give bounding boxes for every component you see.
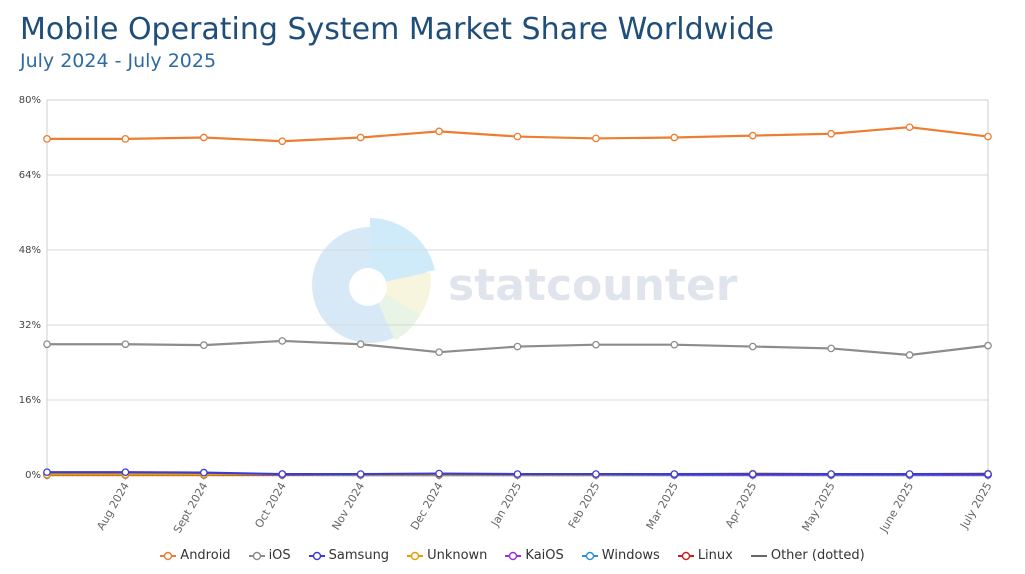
x-tick-label: Mar 2025 xyxy=(644,480,681,532)
legend-label: Other (dotted) xyxy=(770,548,865,563)
x-tick-label: May 2025 xyxy=(799,480,837,533)
legend-item-samsung[interactable]: Samsung xyxy=(308,548,390,563)
legend-marker-icon xyxy=(505,551,522,560)
grid-lines xyxy=(47,174,988,401)
data-point-android xyxy=(513,132,522,141)
data-point-samsung xyxy=(905,470,914,478)
data-point-ios xyxy=(748,342,757,351)
legend-item-other-dotted[interactable]: Other (dotted) xyxy=(750,548,865,563)
data-point-samsung xyxy=(356,470,365,478)
data-point-ios xyxy=(827,344,836,353)
legend-label: KaiOS xyxy=(525,548,564,563)
x-tick-label: Sept 2024 xyxy=(171,480,211,535)
data-point-android xyxy=(984,132,992,141)
data-point-samsung xyxy=(278,470,287,478)
chart-title: Mobile Operating System Market Share Wor… xyxy=(20,12,774,47)
legend-marker-icon xyxy=(581,551,598,560)
data-point-ios xyxy=(670,340,679,349)
legend-label: Samsung xyxy=(328,548,390,563)
y-tick-label: 64% xyxy=(19,170,41,181)
data-point-android xyxy=(748,131,757,140)
legend-item-unknown[interactable]: Unknown xyxy=(407,548,487,563)
y-tick-label: 32% xyxy=(19,320,41,331)
legend-item-kaios[interactable]: KaiOS xyxy=(505,548,564,563)
data-point-android xyxy=(827,129,836,138)
data-point-samsung xyxy=(435,469,443,478)
data-point-samsung xyxy=(121,468,130,477)
data-point-android xyxy=(199,133,208,142)
y-tick-label: 48% xyxy=(19,245,41,256)
line-chart: statcounter 0% 16% 32% 48% 64% 80% Aug 2024 Se… xyxy=(19,95,995,535)
data-point-ios xyxy=(356,340,365,349)
watermark-hole xyxy=(349,268,387,306)
legend-label: iOS xyxy=(268,548,291,563)
y-tick-label: 80% xyxy=(19,95,41,106)
legend-marker-icon xyxy=(160,551,177,560)
data-point-android xyxy=(435,127,443,136)
data-point-android xyxy=(43,135,51,143)
legend-marker-icon xyxy=(308,551,325,560)
data-point-samsung xyxy=(748,470,757,478)
data-point-ios xyxy=(43,340,51,349)
data-point-samsung xyxy=(592,470,600,478)
legend-item-windows[interactable]: Windows xyxy=(581,548,660,563)
y-tick-label: 0% xyxy=(25,470,41,481)
data-point-samsung xyxy=(199,468,208,477)
legend-label: Unknown xyxy=(427,548,488,563)
data-point-ios xyxy=(121,340,130,349)
legend-label: Linux xyxy=(697,548,733,563)
x-tick-label: June 2025 xyxy=(877,480,916,535)
statcounter-watermark-logo: statcounter xyxy=(312,218,738,343)
data-point-ios xyxy=(592,340,600,349)
x-tick-label: Oct 2024 xyxy=(252,480,289,530)
data-point-android xyxy=(121,135,130,143)
legend-item-linux[interactable]: Linux xyxy=(677,548,733,563)
data-point-samsung xyxy=(513,470,522,478)
data-point-ios xyxy=(278,337,287,345)
legend-marker-icon xyxy=(407,551,424,560)
series-samsung xyxy=(43,468,992,478)
data-point-android xyxy=(356,133,365,142)
legend-marker-icon xyxy=(677,551,694,560)
legend-item-ios[interactable]: iOS xyxy=(248,548,291,563)
watermark-text: statcounter xyxy=(448,260,738,311)
data-point-samsung xyxy=(984,470,992,478)
legend-label: Android xyxy=(180,548,231,563)
legend-marker-icon xyxy=(750,554,767,557)
data-point-ios xyxy=(984,341,992,350)
legend: Android iOS Samsung Unknown KaiOS Windows Linu… xyxy=(0,548,1025,563)
x-tick-label: Jan 2025 xyxy=(488,480,524,529)
x-tick-label: Dec 2024 xyxy=(408,480,446,532)
data-point-ios xyxy=(435,348,443,357)
watermark-slice-blue xyxy=(370,218,435,285)
data-point-android xyxy=(670,133,679,142)
x-tick-label: Aug 2024 xyxy=(94,480,132,532)
x-axis: Aug 2024 Sept 2024 Oct 2024 Nov 2024 Dec 202… xyxy=(46,475,995,535)
data-point-android xyxy=(278,137,287,146)
data-point-ios xyxy=(513,342,522,351)
data-point-samsung xyxy=(827,470,836,478)
legend-label: Windows xyxy=(601,548,660,563)
series-layer xyxy=(43,123,992,479)
legend-item-android[interactable]: Android xyxy=(160,548,231,563)
chart-subtitle: July 2024 - July 2025 xyxy=(20,50,217,72)
x-tick-label: July 2025 xyxy=(957,480,994,532)
data-point-android xyxy=(905,123,914,132)
x-tick-label: Apr 2025 xyxy=(723,480,760,530)
y-tick-label: 16% xyxy=(19,395,41,406)
data-point-ios xyxy=(905,351,914,359)
x-tick-label: Nov 2024 xyxy=(330,480,368,532)
data-point-android xyxy=(592,134,600,143)
series-android xyxy=(43,123,992,146)
y-axis: 0% 16% 32% 48% 64% 80% xyxy=(19,95,41,481)
data-point-samsung xyxy=(670,470,679,478)
data-point-ios xyxy=(199,341,208,350)
series-ios xyxy=(43,337,992,359)
data-point-samsung xyxy=(43,468,51,477)
legend-marker-icon xyxy=(248,551,265,560)
x-tick-label: Feb 2025 xyxy=(566,480,603,531)
